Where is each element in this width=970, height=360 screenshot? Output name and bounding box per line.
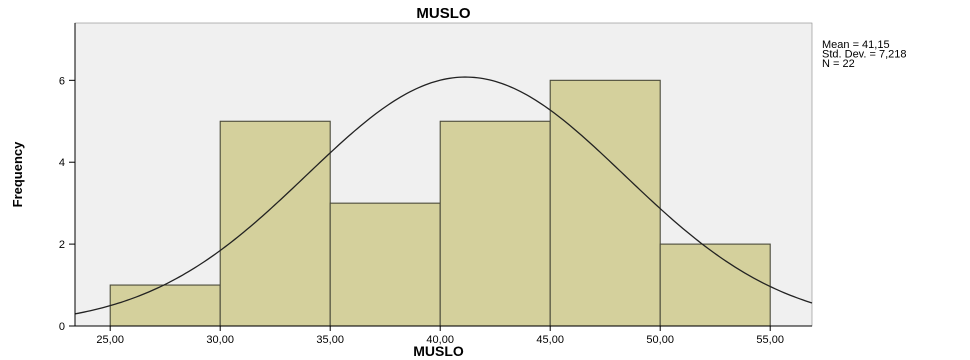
- chart-title: MUSLO: [416, 5, 470, 22]
- stats-line: Std. Dev. = 7,218: [822, 49, 907, 61]
- x-tick-label: 25,00: [96, 334, 124, 346]
- x-tick-label: 30,00: [206, 334, 234, 346]
- histogram-bar: [659, 243, 771, 327]
- y-tick-label: 2: [59, 239, 65, 251]
- x-axis-label: MUSLO: [413, 343, 464, 359]
- histogram-bar: [329, 202, 441, 327]
- y-axis-label: Frequency: [10, 141, 25, 208]
- x-tick-label: 55,00: [756, 334, 784, 346]
- x-tick-label: 35,00: [316, 334, 344, 346]
- x-tick-label: 40,00: [426, 334, 454, 346]
- histogram-bar: [109, 284, 221, 327]
- axes-layer: 0 2 4 6 25,00 30,00 35,00 40,00 45,00 50,00 55,00: [59, 23, 812, 346]
- stats-line: Mean = 41,15: [822, 39, 890, 51]
- y-tick-label: 0: [59, 321, 65, 333]
- bars-layer: [109, 79, 771, 327]
- x-tick-label: 50,00: [646, 334, 674, 346]
- stats-line: N = 22: [822, 58, 855, 70]
- y-tick-label: 6: [59, 75, 65, 87]
- y-tick-label: 4: [59, 157, 65, 169]
- histogram-bar: [219, 120, 331, 327]
- normal-curve: [74, 76, 813, 315]
- histogram-bar: [549, 79, 661, 327]
- histogram-bar: [439, 120, 551, 327]
- x-tick-label: 45,00: [536, 334, 564, 346]
